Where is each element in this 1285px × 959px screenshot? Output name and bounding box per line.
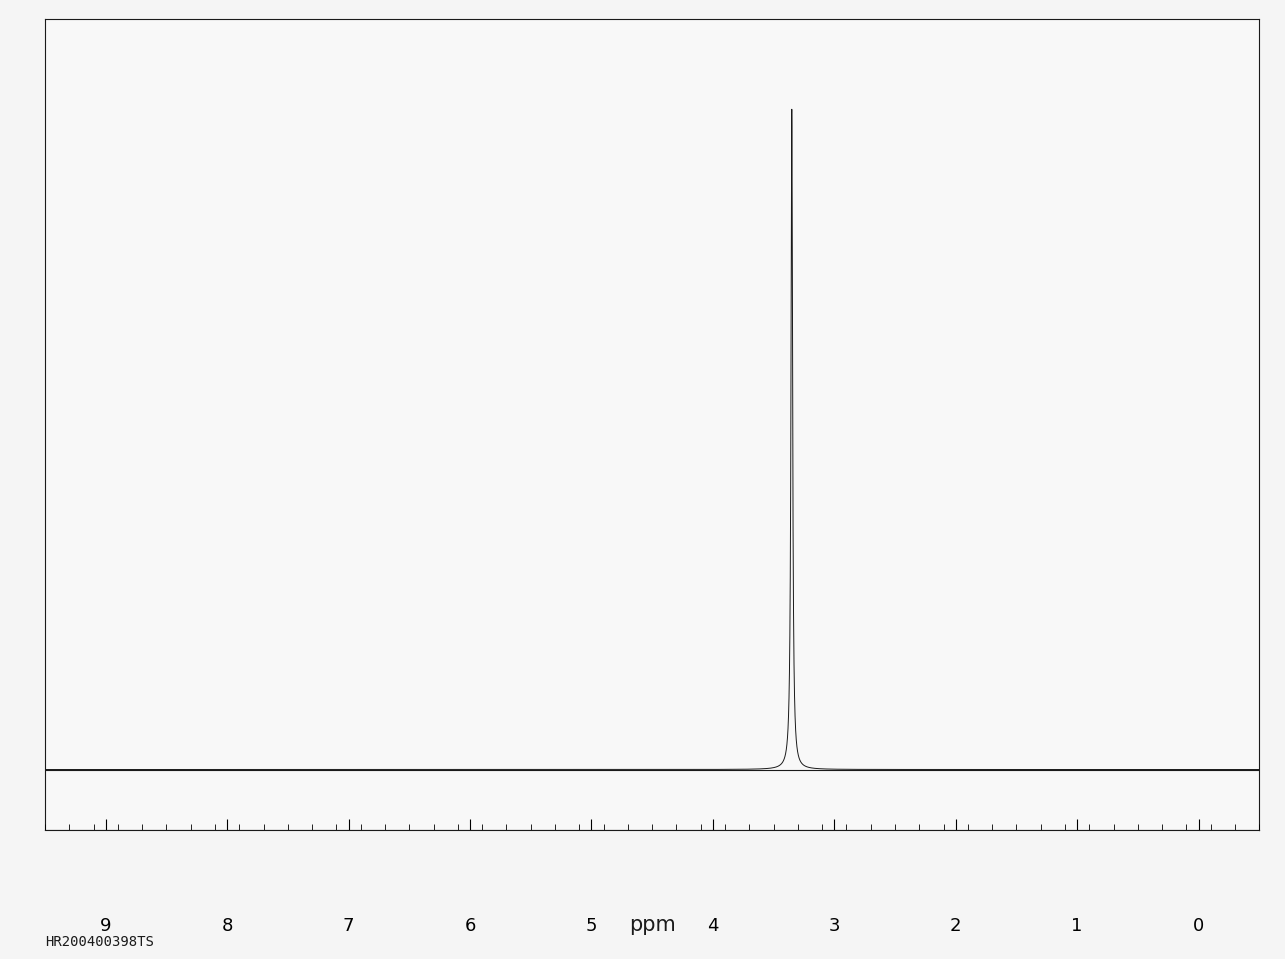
Text: ppm: ppm bbox=[630, 915, 676, 935]
Text: HR200400398TS: HR200400398TS bbox=[45, 935, 154, 949]
